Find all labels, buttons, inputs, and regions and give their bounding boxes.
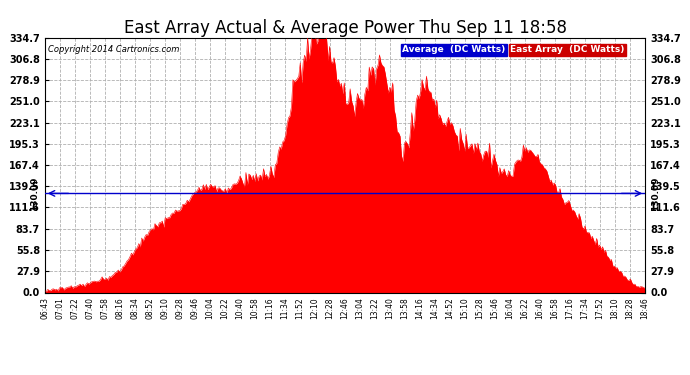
Title: East Array Actual & Average Power Thu Sep 11 18:58: East Array Actual & Average Power Thu Se… — [124, 20, 566, 38]
Text: 130.09: 130.09 — [30, 176, 39, 211]
Text: East Array  (DC Watts): East Array (DC Watts) — [510, 45, 624, 54]
Text: Average  (DC Watts): Average (DC Watts) — [402, 45, 505, 54]
Text: 130.09: 130.09 — [651, 176, 660, 211]
Text: Copyright 2014 Cartronics.com: Copyright 2014 Cartronics.com — [48, 45, 179, 54]
